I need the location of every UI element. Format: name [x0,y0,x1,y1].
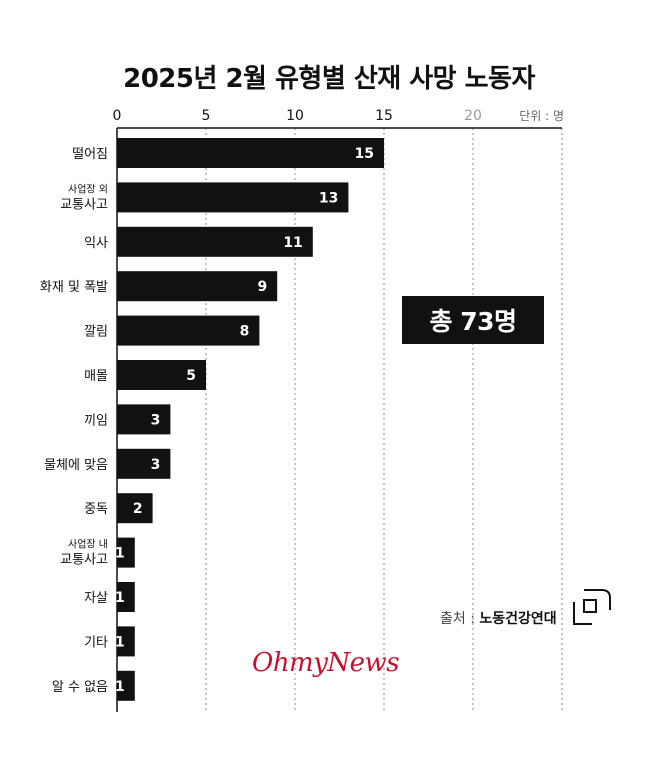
bar [117,626,135,657]
bar [117,138,384,168]
category-label: 자살 [84,591,108,606]
category-label: 알 수 없음 [52,680,108,695]
source-organization: 노동건강연대 [479,611,557,627]
category-label: 교통사고 [60,553,108,568]
data-label: 11 [283,235,302,251]
x-tick-label: 10 [286,108,304,124]
category-label: 중독 [84,502,108,517]
category-label: 떨어짐 [72,147,108,162]
data-label: 1 [115,590,125,606]
bar [117,537,135,568]
data-label: 9 [257,279,267,295]
data-label: 3 [151,412,161,428]
data-label: 2 [133,501,143,517]
total-badge: 총 73명 [402,296,544,344]
bar [117,448,171,479]
x-tick-label: 20 [464,108,482,124]
bracket-logo-icon [573,589,611,625]
unit-label: 단위 : 명 [519,109,564,123]
category-label: 깔림 [84,325,108,340]
data-label: 15 [355,146,374,162]
category-label: 교통사고 [60,197,108,212]
ohmynews-logo: OhmyNews [252,648,400,678]
data-label: 3 [151,457,161,473]
chart-title: 2025년 2월 유형별 산재 사망 노동자 [123,64,535,94]
category-label: 사업장 외 [68,182,108,195]
category-label: 사업장 내 [68,538,108,551]
category-label: 익사 [84,236,108,251]
bar [117,182,349,213]
bar [117,315,260,346]
x-tick-label: 5 [202,108,211,124]
category-label: 물체에 맞음 [44,458,108,473]
data-label: 1 [115,546,125,562]
x-tick-label: 0 [113,108,122,124]
bar [117,582,135,612]
bar [117,271,278,302]
data-label: 13 [319,190,338,206]
bar [117,670,135,701]
data-label: 5 [186,368,196,384]
bar [117,226,313,257]
data-label: 8 [240,324,250,340]
category-label: 기타 [84,635,108,650]
category-label: 화재 및 폭발 [40,280,108,295]
category-label: 매몰 [84,369,108,384]
bar [117,493,153,524]
data-label: 1 [115,679,125,695]
source-label: 출처 : [440,611,475,627]
category-label: 끼임 [84,413,108,428]
bar [117,404,171,435]
data-label: 1 [115,634,125,650]
bar [117,360,206,390]
x-tick-label: 15 [375,108,393,124]
source-credit: 출처 : 노동건강연대 [440,608,557,628]
